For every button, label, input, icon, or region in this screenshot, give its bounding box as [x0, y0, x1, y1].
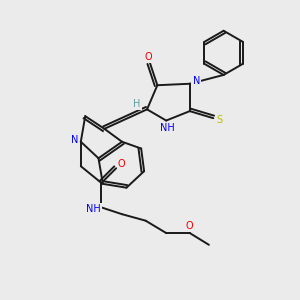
Text: H: H: [133, 99, 140, 109]
Text: O: O: [186, 221, 194, 231]
Text: O: O: [145, 52, 152, 62]
Text: N: N: [70, 135, 78, 145]
Text: NH: NH: [86, 205, 101, 214]
Text: S: S: [217, 115, 223, 125]
Text: O: O: [118, 159, 125, 169]
Text: N: N: [193, 76, 200, 86]
Text: NH: NH: [160, 123, 175, 133]
